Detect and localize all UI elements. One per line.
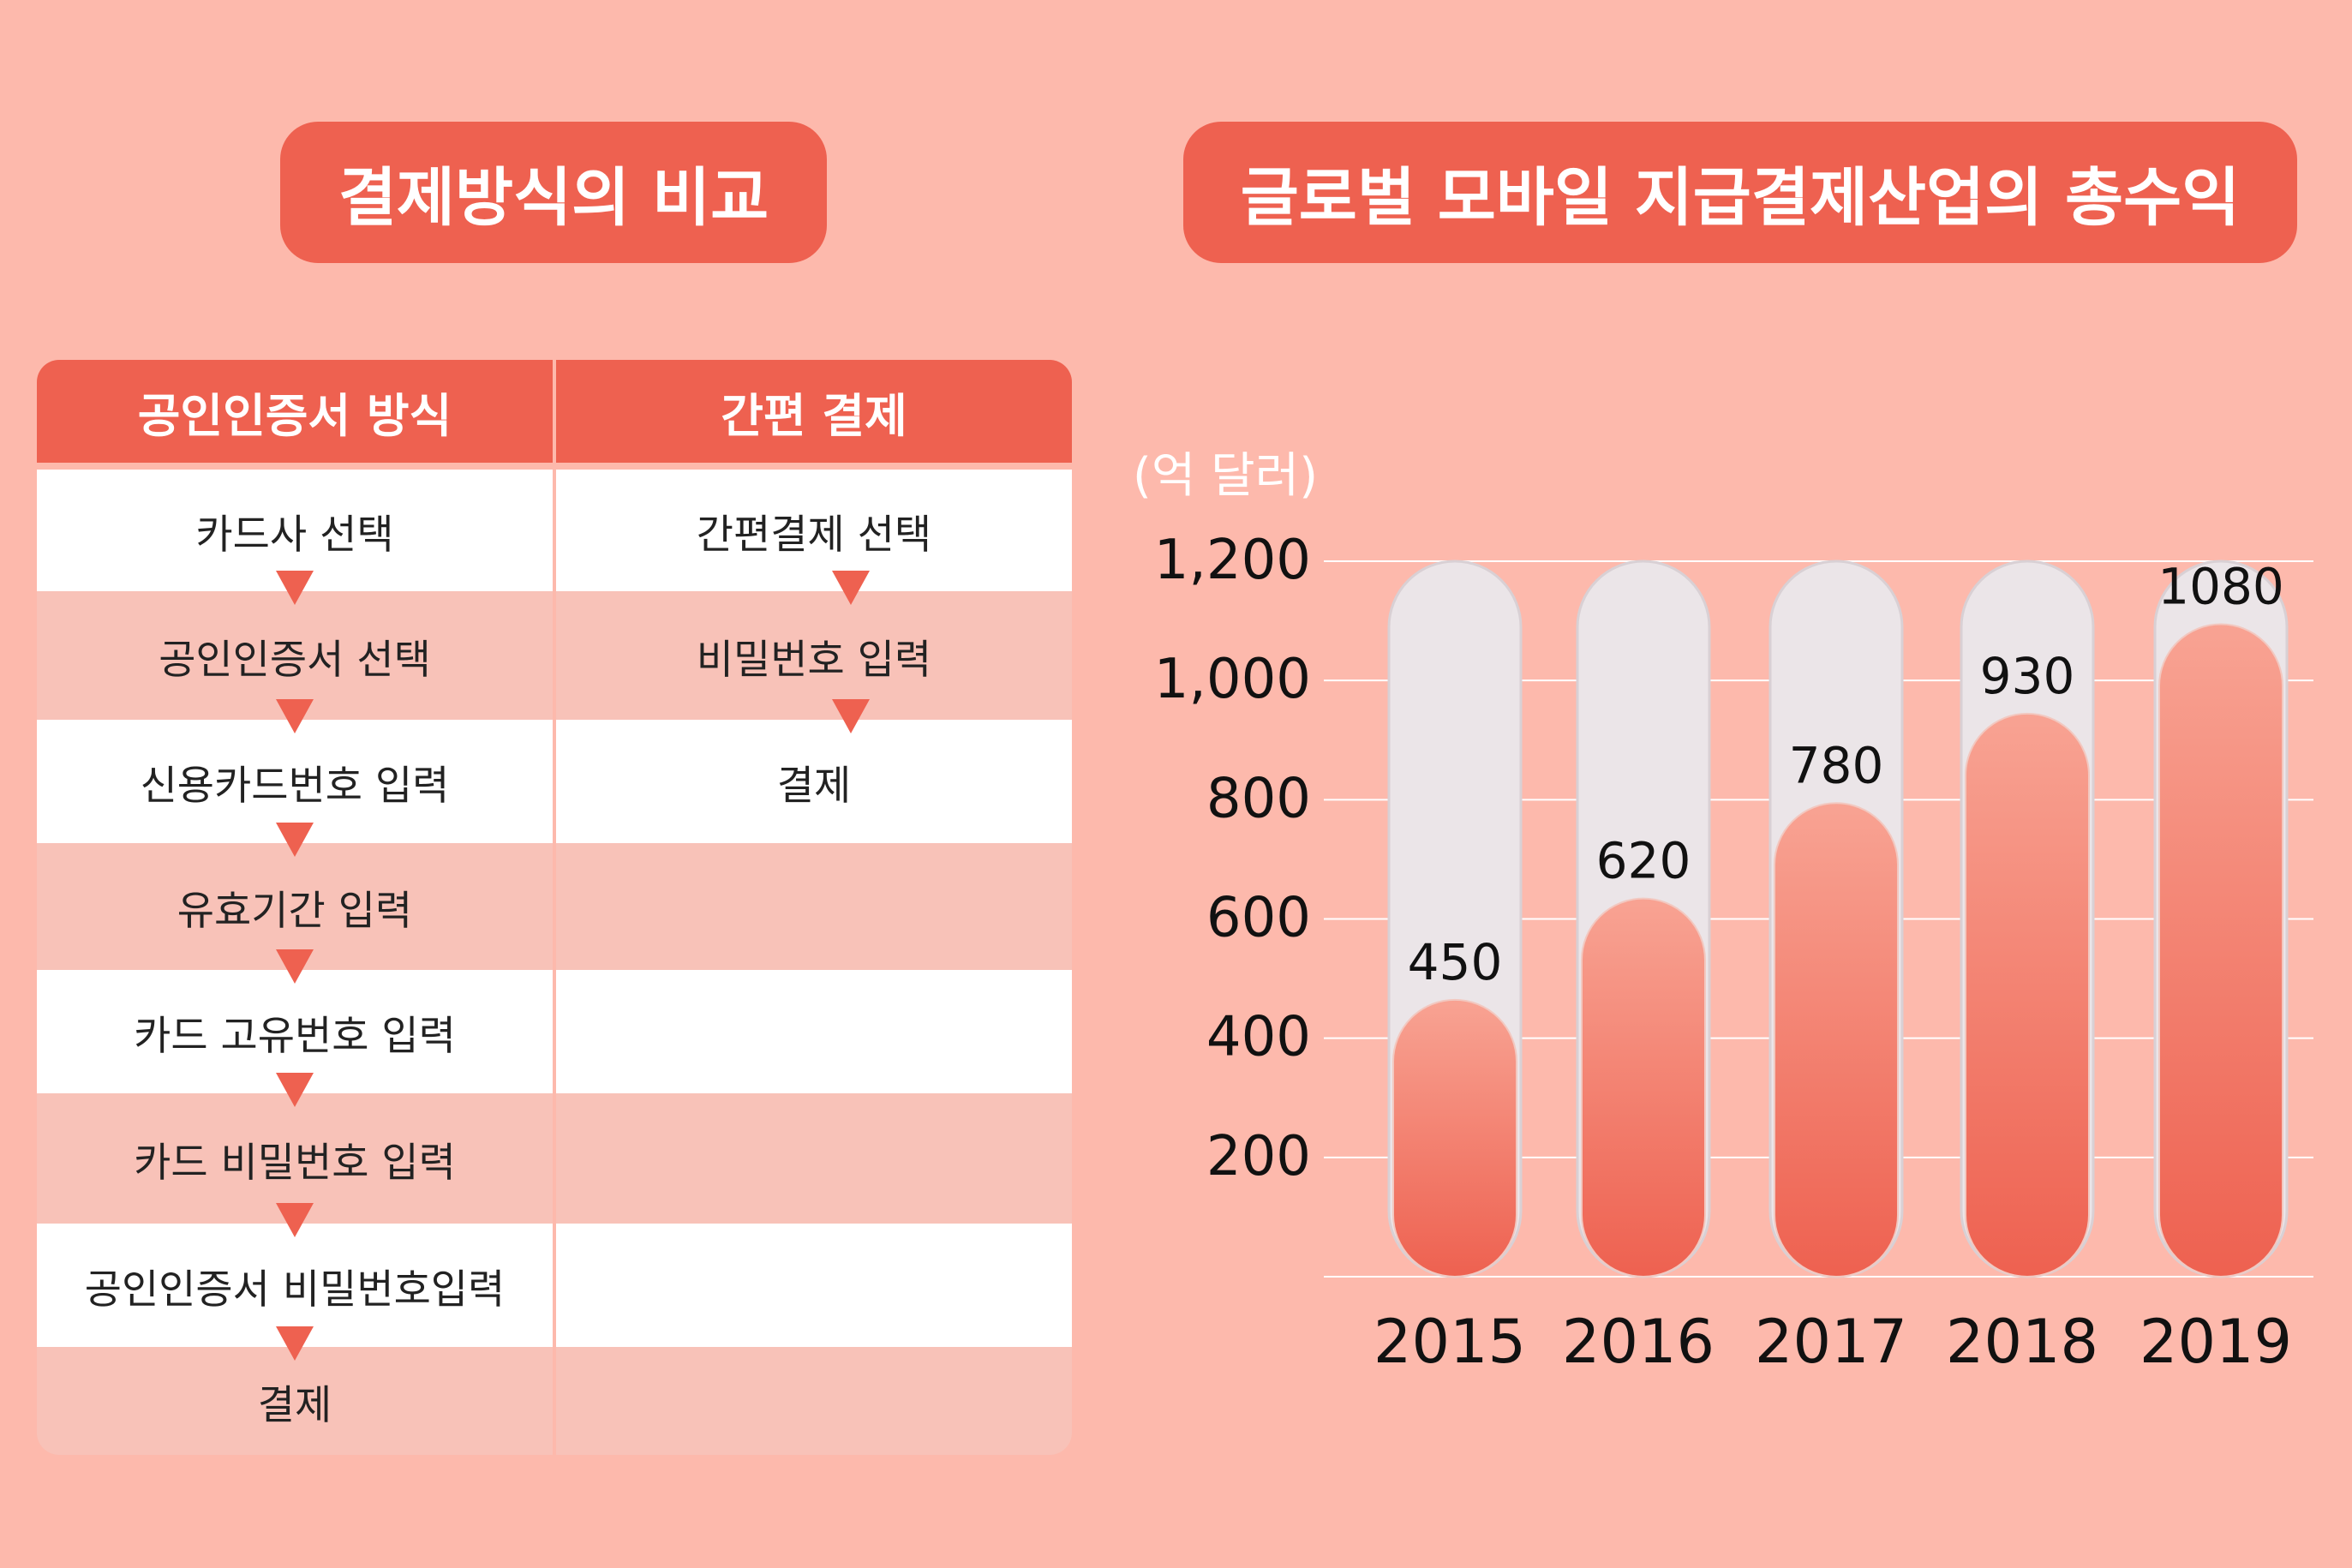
data-label: 620 [1596,832,1691,890]
down-arrow-icon [276,699,314,733]
y-tick-label: 1,000 [1154,648,1311,711]
x-tick-label: 2018 [1946,1307,2098,1377]
table-header: 공인인증서 방식 간편 결제 [37,360,1072,463]
header-divider [553,360,556,463]
bar-2015 [1392,998,1517,1278]
down-arrow-icon [832,571,870,605]
y-tick-label: 600 [1206,887,1311,950]
down-arrow-icon [832,699,870,733]
y-tick-label: 400 [1206,1006,1311,1069]
simple-step: 비밀번호 입력 [696,636,932,684]
bar-2018 [1965,712,2090,1278]
bar-2019 [2158,623,2283,1278]
y-tick-label: 800 [1206,767,1311,830]
data-label: 450 [1408,933,1503,991]
x-tick-label: 2017 [1755,1307,1907,1377]
down-arrow-icon [276,1326,314,1361]
simple-step: 간편결제 선택 [696,511,932,559]
chart-unit-label: (억 달러) [1133,448,1319,504]
y-tick-label: 200 [1206,1125,1311,1188]
data-label: 780 [1789,736,1884,794]
revenue-chart-title: 글로벌 모바일 지급결제산업의 총수익 [1183,122,2297,263]
comparison-title: 결제방식의 비교 [280,122,827,263]
certificate-step: 공인인증서 비밀번호입력 [84,1266,506,1314]
certificate-step: 카드 비밀번호 입력 [134,1139,456,1187]
certificate-step: 공인인증서 선택 [159,636,431,684]
data-label: 930 [1980,647,2075,705]
bar-2017 [1774,802,1899,1278]
x-tick-label: 2015 [1373,1307,1526,1377]
down-arrow-icon [276,571,314,605]
certificate-step: 결제 [257,1381,332,1429]
bar-2016 [1581,897,1706,1278]
header-simple-payment: 간편 결제 [721,388,907,443]
down-arrow-icon [276,1203,314,1237]
y-tick-label: 1,200 [1154,529,1311,592]
certificate-step: 유효기간 입력 [177,887,413,935]
certificate-step: 카드사 선택 [195,511,394,559]
header-certificate-method: 공인인증서 방식 [137,388,452,443]
down-arrow-icon [276,823,314,857]
x-tick-label: 2016 [1562,1307,1715,1377]
simple-step: 결제 [776,762,852,810]
down-arrow-icon [276,949,314,984]
column-divider [553,463,556,1455]
data-label: 1080 [2157,558,2284,616]
payment-comparison-table: 공인인증서 방식 간편 결제 카드사 선택 간편결제 선택 공인인증서 선택 비… [37,360,1072,1455]
down-arrow-icon [276,1073,314,1107]
certificate-step: 카드 고유번호 입력 [134,1012,456,1060]
certificate-step: 신용카드번호 입력 [140,762,450,810]
x-tick-label: 2019 [2140,1307,2292,1377]
